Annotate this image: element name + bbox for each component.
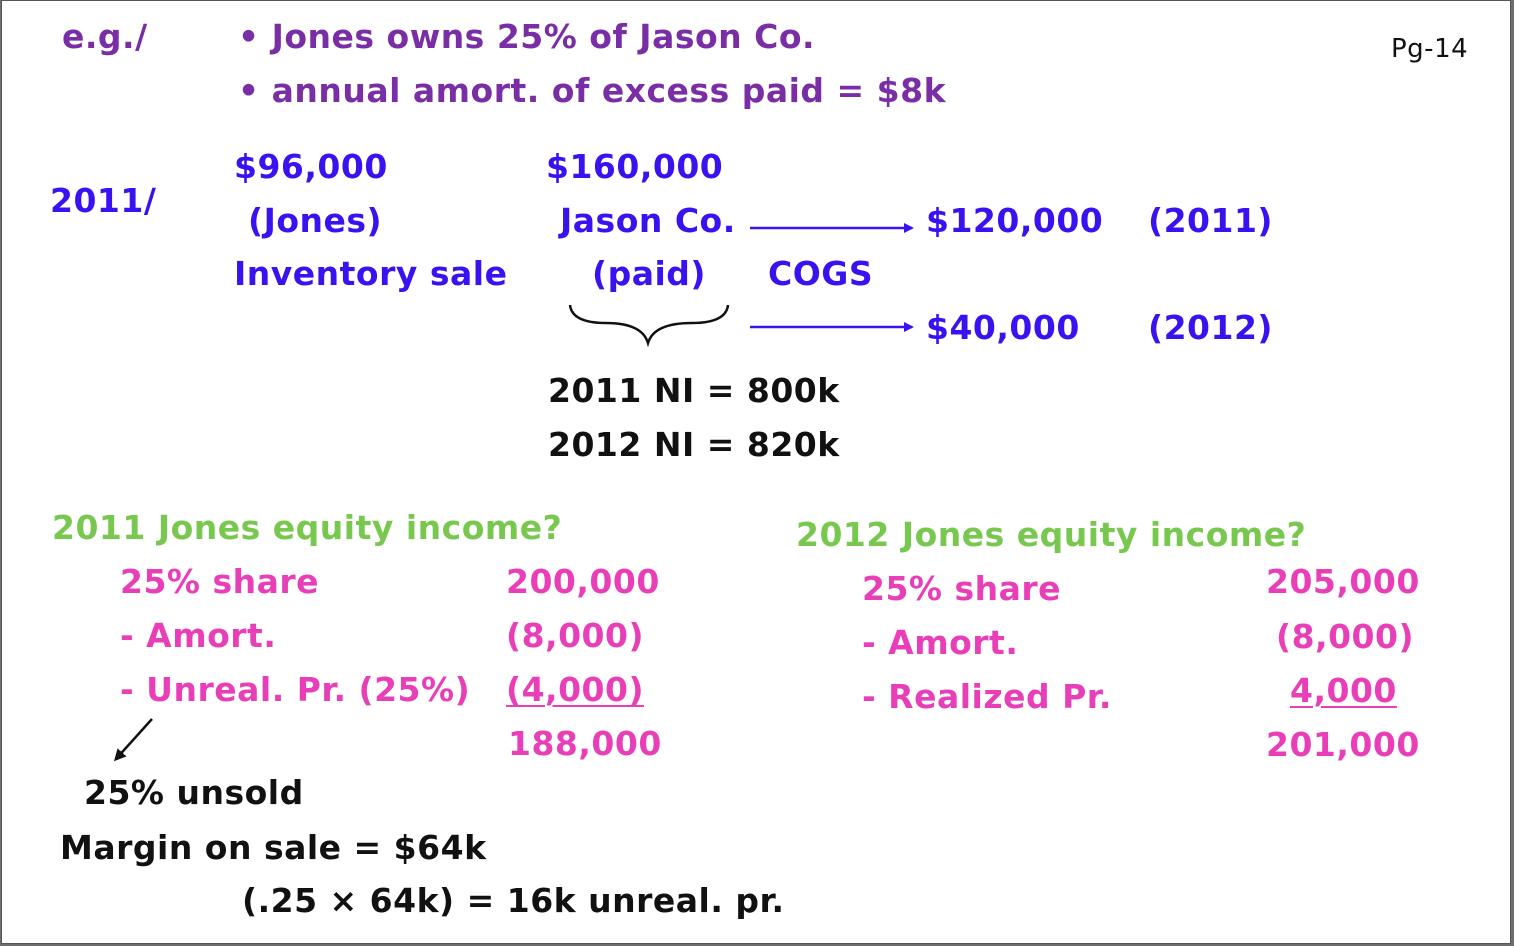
inventory-sale-label: Inventory sale — [234, 254, 508, 293]
right-total: 201,000 — [1266, 725, 1420, 764]
unsold-note: 25% unsold — [84, 773, 304, 812]
left-row-share-label: 25% share — [120, 562, 320, 601]
right-row-amort-label: - Amort. — [862, 623, 1019, 662]
left-row-amort-value: (8,000) — [506, 616, 645, 655]
left-row-share-value: 200,000 — [506, 562, 660, 601]
bullet-amortization: • annual amort. of excess paid = $8k — [238, 71, 947, 110]
eg-label: e.g./ — [62, 17, 148, 56]
left-row-unreal-label: - Unreal. Pr. (25%) — [120, 670, 471, 709]
right-row-share-value: 205,000 — [1266, 562, 1420, 601]
right-row-realized-value: 4,000 — [1290, 671, 1397, 710]
arrow-to-unsold — [113, 718, 153, 762]
cogs-2012-year: (2012) — [1148, 308, 1274, 347]
left-row-amort-label: - Amort. — [120, 616, 277, 655]
jason-price: $160,000 — [546, 147, 724, 186]
cogs-2012-amount: $40,000 — [926, 308, 1080, 347]
left-total: 188,000 — [508, 724, 662, 763]
jones-cost: $96,000 — [234, 147, 388, 186]
jones-label: (Jones) — [248, 201, 383, 240]
brace-icon — [568, 304, 730, 348]
right-row-realized-label: - Realized Pr. — [862, 677, 1112, 716]
left-row-unreal-value: (4,000) — [506, 670, 645, 709]
paid-label: (paid) — [592, 254, 706, 293]
right-row-amort-value: (8,000) — [1276, 617, 1415, 656]
bullet-ownership: • Jones owns 25% of Jason Co. — [238, 17, 816, 56]
margin-note: Margin on sale = $64k — [60, 828, 487, 867]
page-number: Pg-14 — [1391, 34, 1469, 64]
right-row-share-label: 25% share — [862, 569, 1062, 608]
right-calc-title: 2012 Jones equity income? — [796, 515, 1307, 554]
left-calc-title: 2011 Jones equity income? — [52, 508, 563, 547]
cogs-2011-amount: $120,000 — [926, 201, 1104, 240]
jason-label: Jason Co. — [560, 201, 736, 240]
cogs-2011-year: (2011) — [1148, 201, 1274, 240]
ni-2012: 2012 NI = 820k — [548, 425, 840, 464]
ni-2011: 2011 NI = 800k — [548, 371, 840, 410]
cogs-label: COGS — [768, 254, 874, 293]
year-label: 2011/ — [50, 181, 157, 220]
unrealized-profit-calc: (.25 × 64k) = 16k unreal. pr. — [242, 881, 785, 920]
